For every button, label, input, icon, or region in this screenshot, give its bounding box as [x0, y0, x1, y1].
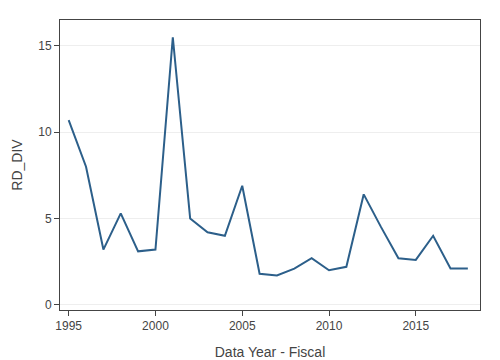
svg-text:15: 15	[38, 39, 52, 53]
svg-text:5: 5	[45, 212, 52, 226]
svg-text:0: 0	[45, 298, 52, 312]
svg-text:1995: 1995	[55, 319, 82, 333]
svg-text:2010: 2010	[316, 319, 343, 333]
svg-text:10: 10	[38, 125, 52, 139]
svg-text:2000: 2000	[142, 319, 169, 333]
svg-text:RD_DIV: RD_DIV	[9, 139, 25, 191]
svg-text:Data Year - Fiscal: Data Year - Fiscal	[215, 344, 326, 360]
svg-text:2015: 2015	[402, 319, 429, 333]
svg-text:2005: 2005	[229, 319, 256, 333]
